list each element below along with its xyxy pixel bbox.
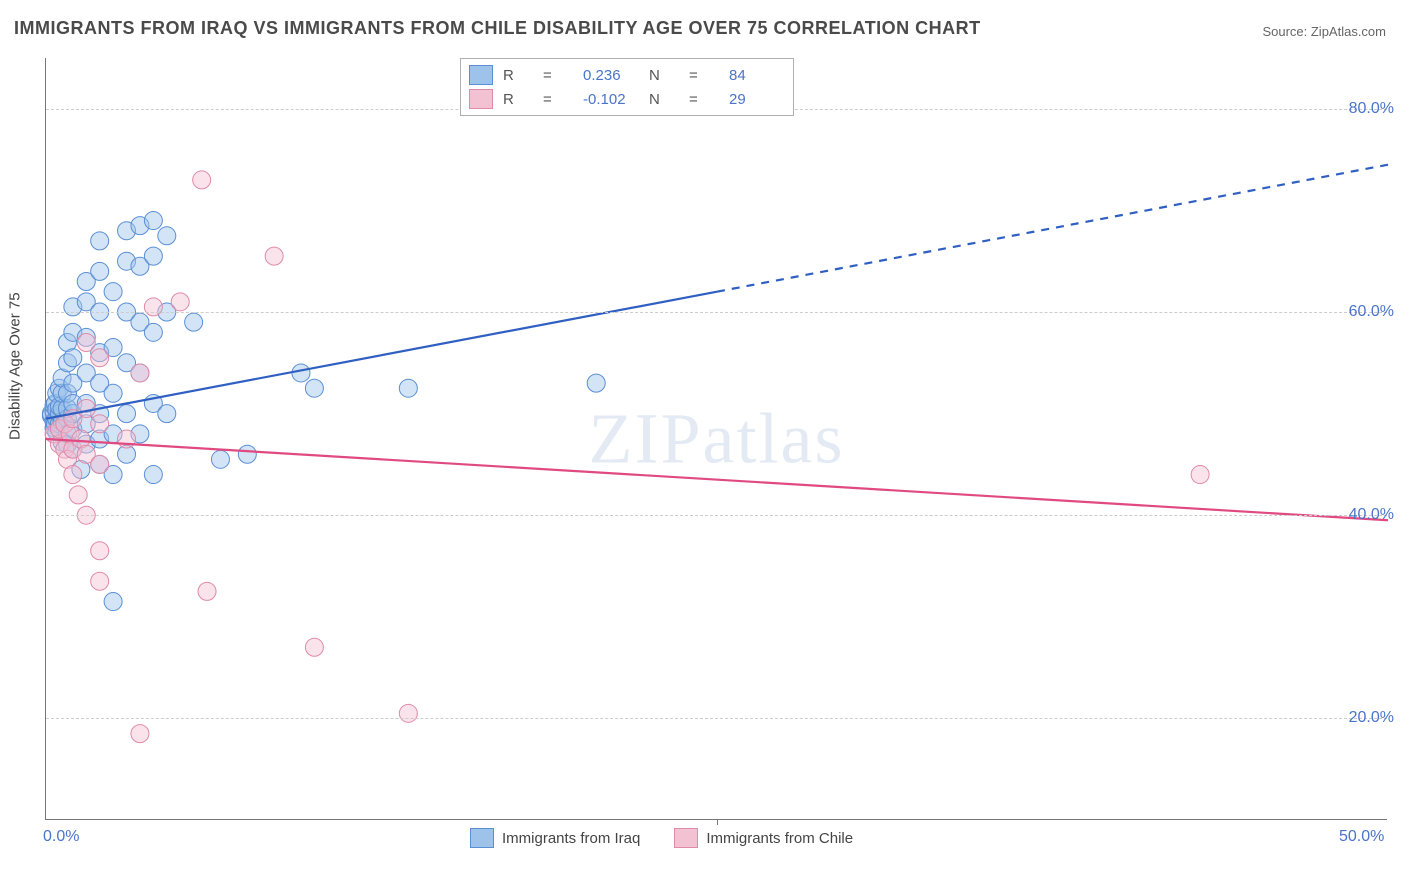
legend-eq: = — [543, 91, 573, 108]
source-attribution: Source: ZipAtlas.com — [1262, 24, 1386, 39]
data-point-series-0 — [91, 232, 109, 250]
data-point-series-1 — [64, 466, 82, 484]
legend-item-series-1: Immigrants from Chile — [674, 828, 853, 848]
data-point-series-1 — [131, 725, 149, 743]
legend-n-value-0: 84 — [729, 67, 785, 84]
legend-swatch-series-1 — [469, 89, 493, 109]
data-point-series-1 — [131, 364, 149, 382]
data-point-series-0 — [64, 349, 82, 367]
legend-n-label: N — [649, 91, 679, 108]
legend-eq: = — [689, 91, 719, 108]
y-tick-label: 60.0% — [1349, 303, 1394, 321]
y-tick-label: 40.0% — [1349, 506, 1394, 524]
gridline-h — [46, 515, 1387, 516]
legend-r-value-0: 0.236 — [583, 67, 639, 84]
legend-n-label: N — [649, 67, 679, 84]
data-point-series-1 — [265, 247, 283, 265]
data-point-series-0 — [185, 313, 203, 331]
legend-eq: = — [689, 67, 719, 84]
data-point-series-0 — [144, 323, 162, 341]
data-point-series-1 — [91, 455, 109, 473]
data-point-series-0 — [292, 364, 310, 382]
data-point-series-0 — [91, 262, 109, 280]
legend-r-label: R — [503, 67, 533, 84]
legend-series-names: Immigrants from Iraq Immigrants from Chi… — [470, 828, 853, 848]
legend-swatch-series-0 — [470, 828, 494, 848]
data-point-series-0 — [211, 450, 229, 468]
data-point-series-0 — [144, 247, 162, 265]
chart-title: IMMIGRANTS FROM IRAQ VS IMMIGRANTS FROM … — [14, 18, 981, 39]
data-point-series-0 — [238, 445, 256, 463]
legend-row-series-1: R = -0.102 N = 29 — [467, 87, 787, 111]
legend-swatch-series-1 — [674, 828, 698, 848]
data-point-series-0 — [144, 212, 162, 230]
data-point-series-1 — [77, 400, 95, 418]
trend-line-series-1 — [46, 439, 1388, 520]
data-point-series-0 — [399, 379, 417, 397]
gridline-h — [46, 718, 1387, 719]
data-point-series-0 — [158, 227, 176, 245]
legend-label-series-1: Immigrants from Chile — [706, 830, 853, 847]
legend-item-series-0: Immigrants from Iraq — [470, 828, 640, 848]
data-point-series-0 — [158, 405, 176, 423]
x-tick-label: 50.0% — [1339, 828, 1384, 846]
data-point-series-1 — [399, 704, 417, 722]
data-point-series-1 — [69, 486, 87, 504]
data-point-series-1 — [91, 349, 109, 367]
source-name: ZipAtlas.com — [1311, 24, 1386, 39]
x-tick-mark — [717, 819, 718, 825]
data-point-series-0 — [144, 466, 162, 484]
legend-n-value-1: 29 — [729, 91, 785, 108]
data-point-series-0 — [104, 593, 122, 611]
legend-swatch-series-0 — [469, 65, 493, 85]
data-point-series-1 — [193, 171, 211, 189]
y-tick-label: 20.0% — [1349, 709, 1394, 727]
data-point-series-0 — [104, 283, 122, 301]
legend-r-value-1: -0.102 — [583, 91, 639, 108]
data-point-series-1 — [171, 293, 189, 311]
data-point-series-0 — [305, 379, 323, 397]
source-prefix: Source: — [1262, 24, 1310, 39]
data-point-series-1 — [1191, 466, 1209, 484]
legend-correlation-box: R = 0.236 N = 84 R = -0.102 N = 29 — [460, 58, 794, 116]
legend-row-series-0: R = 0.236 N = 84 — [467, 63, 787, 87]
data-point-series-1 — [144, 298, 162, 316]
data-point-series-1 — [198, 582, 216, 600]
data-point-series-0 — [118, 405, 136, 423]
x-tick-label: 0.0% — [43, 828, 79, 846]
data-point-series-1 — [91, 572, 109, 590]
data-point-series-0 — [587, 374, 605, 392]
data-point-series-1 — [305, 638, 323, 656]
data-point-series-0 — [104, 384, 122, 402]
plot-area: ZIPatlas — [45, 58, 1387, 820]
gridline-h — [46, 312, 1387, 313]
trend-line-extrapolated-series-0 — [717, 165, 1388, 292]
y-tick-label: 80.0% — [1349, 100, 1394, 118]
data-point-series-1 — [91, 415, 109, 433]
legend-label-series-0: Immigrants from Iraq — [502, 830, 640, 847]
data-point-series-1 — [77, 333, 95, 351]
legend-eq: = — [543, 67, 573, 84]
chart-svg — [46, 58, 1387, 819]
y-axis-label: Disability Age Over 75 — [7, 292, 24, 440]
legend-r-label: R — [503, 91, 533, 108]
data-point-series-1 — [91, 542, 109, 560]
